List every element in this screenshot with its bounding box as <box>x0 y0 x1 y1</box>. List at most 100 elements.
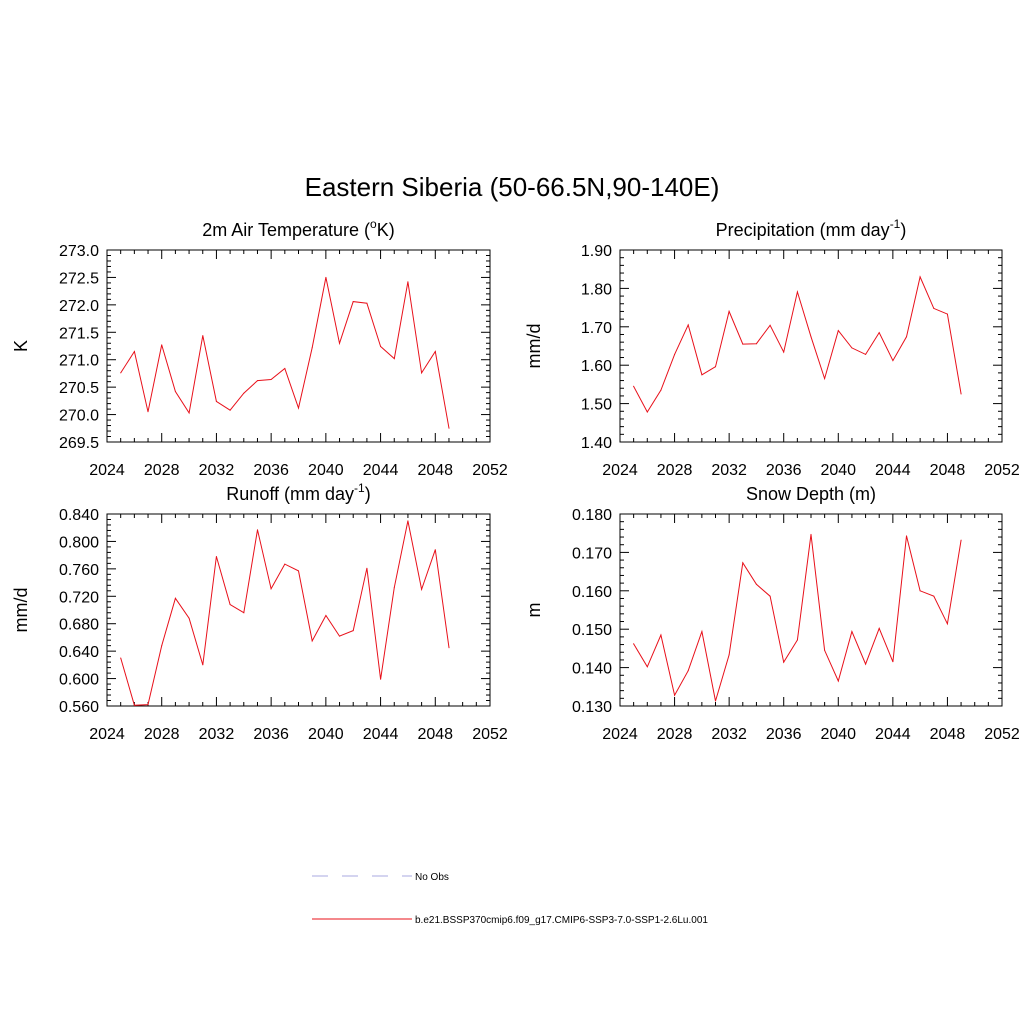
air-temperature-data-point <box>380 346 382 347</box>
runoff-data-point <box>243 612 245 614</box>
air-temperature-y-tick-label: 272.5 <box>59 270 99 287</box>
precipitation-data-point <box>824 378 826 380</box>
air-temperature-x-tick-label: 2036 <box>253 462 289 479</box>
precipitation-ylabel: mm/d <box>524 324 544 369</box>
precipitation-data-point <box>810 336 812 338</box>
air-temperature-panel-title: 2m Air Temperature (oK) <box>202 217 394 240</box>
panels-group: 2024 2028 2032 2036 2040 2044 2048 2052 269.5 270… <box>11 217 1020 743</box>
precipitation-y-tick-label: 1.40 <box>581 435 612 452</box>
runoff-ylabel: mm/d <box>11 588 31 633</box>
snow-depth-data-point <box>755 583 757 585</box>
runoff-x-tick-label: 2036 <box>253 726 289 743</box>
air-temperature-series-line <box>120 277 450 429</box>
precipitation-plot-frame <box>619 249 1003 443</box>
air-temperature-y-tick-label: 272.0 <box>59 298 99 315</box>
snow-depth-y-tick-label: 0.170 <box>572 545 612 562</box>
air-temperature-x-tick-label: 2028 <box>144 462 180 479</box>
runoff-data-point <box>161 645 163 647</box>
precipitation-data-point <box>851 347 853 349</box>
precipitation-data-point <box>728 310 730 312</box>
precipitation-data-point <box>878 332 880 334</box>
panel-runoff: 2024 2028 2032 2036 2040 2044 2048 2052 0.560 0.6… <box>11 481 508 743</box>
snow-depth-data-point <box>687 670 689 672</box>
panel-air-temperature: 2024 2028 2032 2036 2040 2044 2048 2052 269.5 270… <box>11 217 508 479</box>
air-temperature-data-point <box>311 347 313 349</box>
precipitation-y-tick-label: 1.90 <box>581 243 612 260</box>
precipitation-data-point <box>769 324 771 326</box>
snow-depth-x-tick-label: 2024 <box>602 726 638 743</box>
runoff-data-point <box>257 529 258 531</box>
precipitation-y-tick-label: 1.80 <box>581 281 612 298</box>
snow-depth-data-point <box>906 535 907 537</box>
runoff-data-point <box>393 586 395 588</box>
runoff-x-tick-label: 2024 <box>89 726 125 743</box>
runoff-data-point <box>284 563 286 565</box>
snow-depth-data-point <box>946 623 948 625</box>
snow-depth-data-point <box>810 533 812 535</box>
air-temperature-x-tick-label: 2024 <box>89 462 125 479</box>
air-temperature-x-tick-label: 2032 <box>199 462 235 479</box>
precipitation-panel-title: Precipitation (mm day-1) <box>716 217 907 240</box>
precipitation-x-tick-label: 2028 <box>657 462 693 479</box>
runoff-data-point <box>407 520 409 522</box>
snow-depth-data-point <box>728 654 730 656</box>
snow-depth-y-tick-label: 0.150 <box>572 622 612 639</box>
runoff-y-tick-label: 0.760 <box>59 562 99 579</box>
precipitation-data-point <box>783 351 785 353</box>
air-temperature-data-point <box>393 358 395 360</box>
precipitation-data-point <box>633 385 635 387</box>
snow-depth-data-point <box>674 694 676 696</box>
precipitation-data-point <box>960 393 962 395</box>
precipitation-x-tick-label: 2032 <box>711 462 747 479</box>
runoff-plot-frame <box>106 513 491 707</box>
air-temperature-data-point <box>174 391 176 392</box>
precipitation-data-point <box>892 360 894 362</box>
runoff-y-tick-label: 0.680 <box>59 617 99 634</box>
snow-depth-data-point <box>933 595 935 597</box>
snow-depth-y-tick-label: 0.130 <box>572 699 612 716</box>
air-temperature-plot-frame <box>106 249 491 443</box>
runoff-y-tick-label: 0.840 <box>59 507 99 524</box>
runoff-data-point <box>174 597 176 599</box>
snow-depth-x-tick-label: 2052 <box>984 726 1020 743</box>
precipitation-data-point <box>687 324 689 326</box>
snow-depth-data-point <box>865 663 867 665</box>
air-temperature-data-point <box>161 344 163 346</box>
precipitation-x-tick-label: 2036 <box>766 462 802 479</box>
precipitation-data-point <box>933 307 935 309</box>
runoff-x-tick-label: 2028 <box>144 726 180 743</box>
air-temperature-ylabel: K <box>11 340 31 352</box>
air-temperature-data-point <box>366 302 368 304</box>
snow-depth-series-line <box>633 534 962 702</box>
runoff-data-point <box>298 570 299 572</box>
precipitation-data-point <box>674 353 676 355</box>
air-temperature-data-point <box>352 301 354 303</box>
snow-depth-data-point <box>633 643 635 645</box>
runoff-data-point <box>147 704 149 706</box>
runoff-data-point <box>339 635 340 637</box>
precipitation-x-tick-label: 2052 <box>984 462 1020 479</box>
figure-title: Eastern Siberia (50-66.5N,90-140E) <box>305 172 720 202</box>
precipitation-y-tick-label: 1.70 <box>581 320 612 337</box>
runoff-x-tick-label: 2048 <box>417 726 453 743</box>
runoff-data-point <box>188 617 190 619</box>
snow-depth-data-point <box>919 590 921 592</box>
snow-depth-x-tick-label: 2040 <box>820 726 856 743</box>
precipitation-x-tick-label: 2044 <box>875 462 911 479</box>
runoff-data-point <box>311 640 313 642</box>
snow-depth-ylabel: m <box>524 603 544 618</box>
snow-depth-x-tick-label: 2044 <box>875 726 911 743</box>
snow-depth-data-point <box>646 666 648 668</box>
snow-depth-data-point <box>769 595 771 597</box>
runoff-x-tick-label: 2040 <box>308 726 344 743</box>
runoff-data-point <box>202 664 204 666</box>
snow-depth-y-tick-label: 0.160 <box>572 584 612 601</box>
runoff-data-point <box>270 588 272 590</box>
precipitation-data-point <box>837 330 839 332</box>
runoff-data-point <box>380 678 382 680</box>
snow-depth-x-tick-label: 2032 <box>711 726 747 743</box>
runoff-x-tick-label: 2044 <box>363 726 399 743</box>
panel-precipitation: 2024 2028 2032 2036 2040 2044 2048 2052 1.40 1.50… <box>524 217 1020 479</box>
precipitation-y-tick-label: 1.60 <box>581 358 612 375</box>
